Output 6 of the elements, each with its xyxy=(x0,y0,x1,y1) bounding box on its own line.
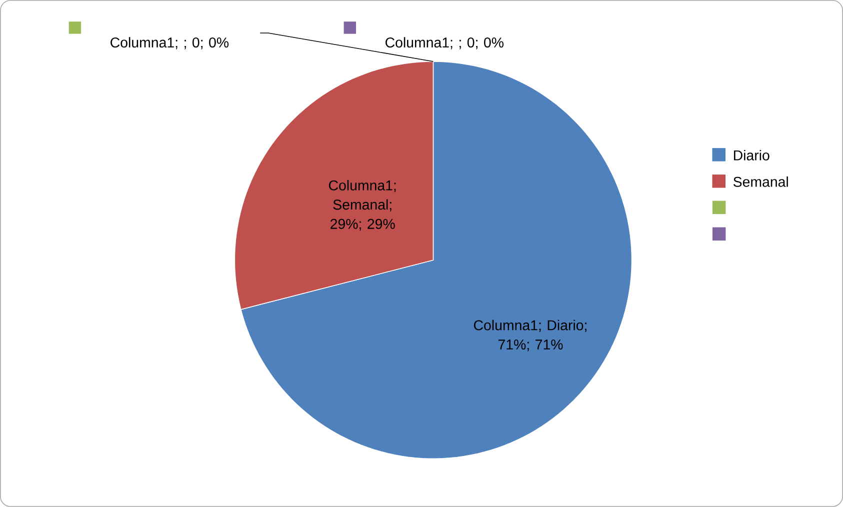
data-label: Columna1; Diario; 71%; 71% xyxy=(474,320,586,352)
text: Columna1; ; 0; 0% xyxy=(110,37,229,50)
legend-label: Semanal xyxy=(733,176,788,187)
text: Columna1; ; 0; 0% xyxy=(386,37,504,50)
data-label: Columna1; Semanal; 29%; 29% xyxy=(328,180,396,231)
legend-label: Diario xyxy=(734,150,770,160)
